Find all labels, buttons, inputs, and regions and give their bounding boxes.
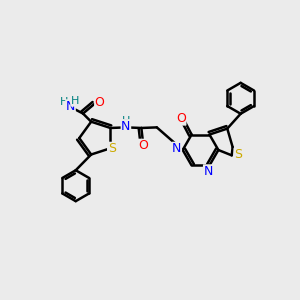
Text: H: H	[60, 97, 68, 107]
Text: O: O	[95, 96, 105, 109]
Text: H: H	[71, 96, 79, 106]
Text: S: S	[108, 142, 116, 155]
Text: S: S	[234, 148, 242, 161]
Text: O: O	[139, 139, 148, 152]
Text: N: N	[121, 120, 130, 133]
Text: H: H	[122, 116, 130, 126]
Text: N: N	[172, 142, 182, 155]
Text: O: O	[176, 112, 186, 125]
Text: N: N	[66, 100, 75, 113]
Text: N: N	[204, 165, 213, 178]
